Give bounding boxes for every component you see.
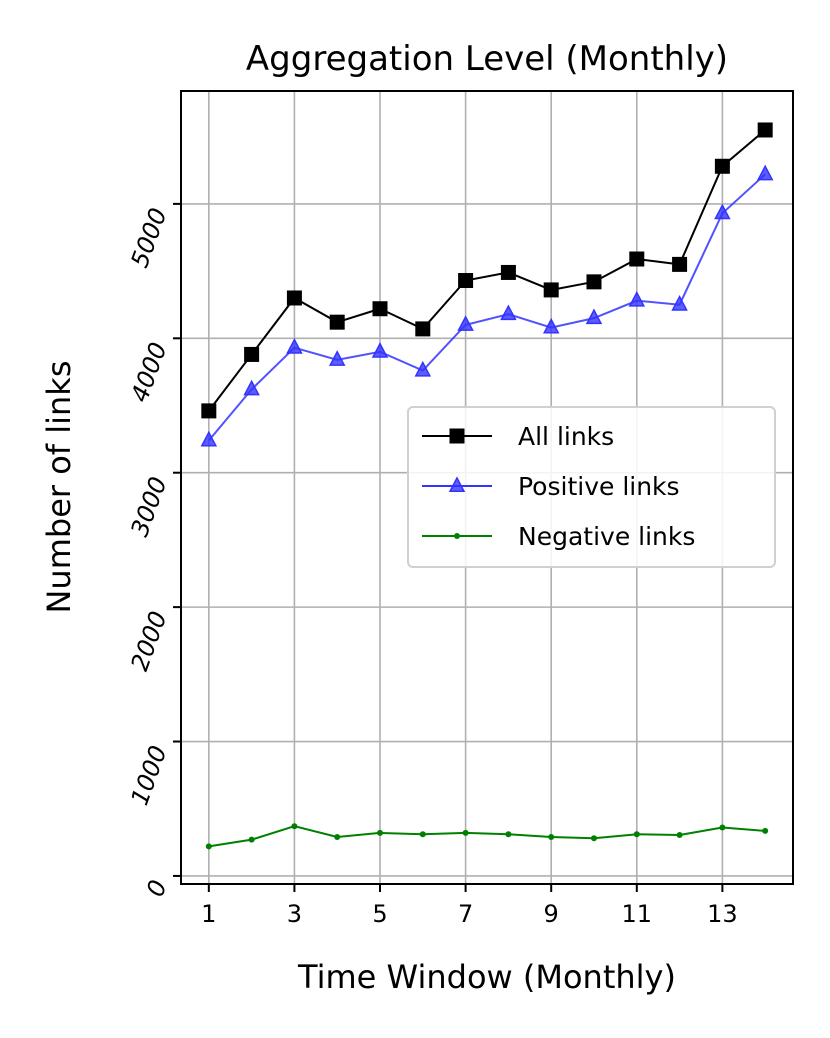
data-point bbox=[756, 164, 774, 181]
legend-label: Positive links bbox=[518, 472, 680, 501]
x-tick-label: 5 bbox=[372, 900, 387, 928]
data-point bbox=[200, 430, 218, 447]
data-point bbox=[671, 295, 688, 311]
data-point bbox=[449, 428, 465, 444]
data-point bbox=[628, 291, 646, 307]
x-tick-label: 1 bbox=[201, 900, 216, 928]
y-tick-label: 2000 bbox=[125, 608, 172, 675]
data-point bbox=[334, 833, 341, 840]
data-point bbox=[248, 836, 255, 843]
data-point bbox=[244, 346, 260, 362]
series-0 bbox=[201, 122, 773, 419]
series-line bbox=[208, 825, 766, 848]
x-tick-label: 9 bbox=[544, 900, 559, 928]
data-point bbox=[676, 831, 683, 838]
data-point bbox=[448, 476, 466, 492]
data-point bbox=[286, 290, 302, 306]
data-point bbox=[205, 843, 212, 850]
data-point bbox=[329, 314, 345, 330]
data-point bbox=[548, 833, 555, 840]
x-axis: 1 3 5 7 9 11 13 bbox=[201, 884, 738, 928]
data-point bbox=[585, 308, 603, 325]
data-point bbox=[201, 403, 217, 419]
data-point bbox=[328, 350, 346, 366]
data-point bbox=[505, 831, 512, 838]
series-1 bbox=[200, 164, 774, 447]
legend-box bbox=[407, 406, 776, 568]
legend-label: Negative links bbox=[518, 522, 695, 551]
data-point bbox=[286, 338, 303, 354]
data-point bbox=[243, 379, 260, 396]
data-point bbox=[633, 831, 640, 838]
data-point bbox=[762, 827, 769, 834]
data-point bbox=[414, 360, 432, 377]
series-line bbox=[208, 173, 766, 442]
data-point bbox=[672, 256, 688, 272]
y-tick-label: 1000 bbox=[125, 742, 172, 809]
x-tick-label: 7 bbox=[458, 900, 473, 928]
data-point bbox=[419, 831, 426, 838]
data-point bbox=[586, 274, 602, 290]
y-tick-label: 0 bbox=[141, 876, 173, 900]
legend: All links Positive links Negative links bbox=[407, 406, 776, 568]
x-tick-label: 11 bbox=[622, 900, 653, 928]
y-tick-label: 4000 bbox=[125, 339, 172, 406]
data-point bbox=[542, 317, 560, 334]
data-point bbox=[415, 321, 431, 337]
series-2 bbox=[205, 823, 769, 850]
series-group bbox=[200, 122, 774, 850]
data-point bbox=[500, 264, 516, 280]
data-point bbox=[454, 533, 460, 539]
plot-frame bbox=[180, 90, 794, 885]
data-point bbox=[291, 823, 298, 830]
data-point bbox=[714, 203, 731, 220]
data-point bbox=[757, 122, 773, 138]
x-tick-label: 13 bbox=[707, 900, 738, 928]
data-point bbox=[714, 158, 730, 174]
data-point bbox=[372, 301, 388, 317]
y-tick-label: 5000 bbox=[125, 204, 172, 271]
x-axis-label: Time Window (Monthly) bbox=[297, 958, 676, 996]
data-point bbox=[458, 273, 474, 289]
x-tick-label: 3 bbox=[287, 900, 302, 928]
legend-label: All links bbox=[518, 422, 614, 451]
data-point bbox=[457, 315, 474, 331]
y-axis: 0 1000 2000 3000 4000 5000 bbox=[125, 202, 181, 900]
y-axis-label: Number of links bbox=[40, 361, 78, 614]
data-point bbox=[719, 824, 726, 831]
data-point bbox=[462, 829, 469, 836]
data-point bbox=[543, 282, 559, 298]
data-point bbox=[629, 251, 645, 267]
data-point bbox=[377, 829, 384, 836]
data-point bbox=[371, 342, 389, 358]
y-tick-label: 3000 bbox=[125, 473, 172, 540]
chart-title: Aggregation Level (Monthly) bbox=[246, 39, 728, 79]
data-point bbox=[500, 304, 517, 321]
data-point bbox=[590, 835, 597, 842]
